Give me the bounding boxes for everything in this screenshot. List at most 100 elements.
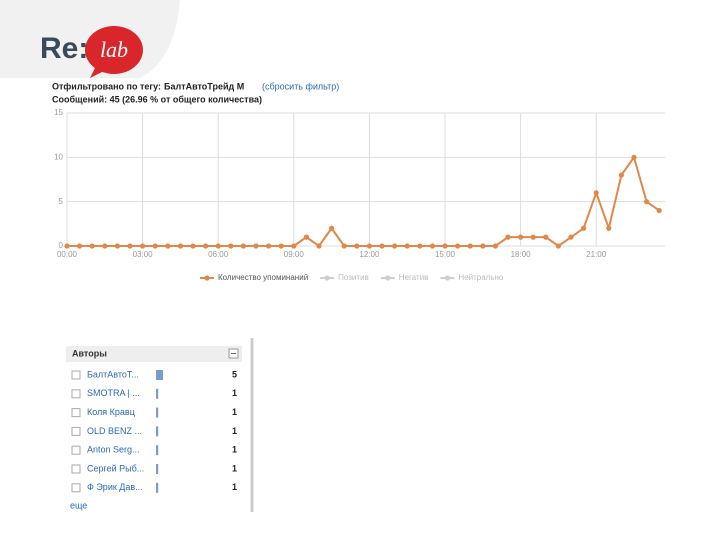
data-point [316, 243, 322, 249]
author-count: 1 [232, 426, 237, 436]
authors-title: Авторы [72, 348, 107, 358]
row-checkbox[interactable] [71, 389, 81, 399]
logo-bubble [85, 26, 143, 74]
data-point [114, 243, 120, 249]
data-point [278, 243, 284, 249]
data-point [505, 234, 511, 240]
author-count: 1 [232, 445, 237, 455]
legend-marker [324, 275, 330, 281]
author-name[interactable]: OLD BENZ ... [87, 426, 142, 436]
row-checkbox[interactable] [71, 445, 81, 455]
x-tick-label: 18:00 [511, 250, 532, 259]
author-count: 5 [232, 369, 237, 379]
legend-label[interactable]: Количество упоминаний [218, 273, 308, 282]
data-point [442, 243, 448, 249]
data-point [240, 243, 246, 249]
author-count: 1 [232, 482, 237, 492]
y-tick-label: 15 [54, 108, 63, 117]
legend-marker [204, 275, 210, 281]
y-tick-label: 0 [59, 241, 64, 250]
x-tick-label: 09:00 [284, 250, 305, 259]
data-point [568, 234, 574, 240]
row-checkbox[interactable] [71, 370, 81, 380]
data-point [228, 243, 234, 249]
data-point [606, 225, 612, 231]
author-name[interactable]: Anton Serg... [87, 445, 140, 455]
data-point [467, 243, 473, 249]
author-bar [156, 426, 159, 437]
row-checkbox[interactable] [71, 483, 81, 493]
author-count: 1 [232, 388, 237, 398]
data-point [392, 243, 398, 249]
data-point [417, 243, 423, 249]
authors-header [66, 346, 242, 362]
author-bar [156, 464, 159, 474]
author-bar [156, 388, 159, 399]
data-point [618, 172, 625, 178]
data-point [379, 243, 385, 249]
filter-label: Отфильтровано по тегу: [52, 81, 161, 91]
author-name[interactable]: Коля Кравц [87, 407, 135, 417]
data-point [64, 243, 70, 249]
data-point [404, 243, 410, 249]
logo-text: lab [100, 37, 128, 62]
data-point [366, 243, 372, 249]
data-point [543, 234, 549, 240]
author-count: 1 [232, 463, 237, 473]
data-point [165, 243, 171, 249]
data-point [429, 243, 435, 249]
authors-panel [65, 340, 243, 512]
row-checkbox[interactable] [71, 426, 81, 436]
data-point [555, 243, 562, 249]
x-tick-label: 06:00 [208, 250, 229, 259]
y-tick-label: 10 [54, 152, 63, 161]
data-point [77, 243, 83, 249]
data-point [455, 243, 461, 249]
messages-count: Сообщений: 45 (26.96 % от общего количес… [52, 94, 262, 104]
filter-tag: БалтАвтоТрейд М [164, 81, 244, 91]
author-bar [156, 407, 159, 418]
data-point [177, 243, 183, 249]
legend-label[interactable]: Позитив [338, 273, 369, 282]
author-bar [156, 445, 159, 456]
data-point [530, 234, 536, 240]
data-point [518, 234, 524, 240]
reset-filter[interactable]: (сбросить фильтр) [262, 81, 339, 91]
authors-list: БалтАвтоТ... 5 SMOTRA | ... 1 Коля Кравц 1 OLD… [71, 369, 237, 493]
x-tick-label: 15:00 [435, 250, 456, 259]
data-point [492, 243, 498, 249]
data-point [102, 243, 108, 249]
data-point [140, 243, 146, 249]
chart: 0 5 10 15 00:00 03:00 06:00 09:00 12:00 15:00 18:0… [54, 108, 666, 282]
data-point [329, 225, 335, 231]
data-point [644, 199, 650, 205]
author-name[interactable]: SMOTRA | ... [87, 388, 140, 398]
data-point [341, 243, 347, 249]
author-name[interactable]: БалтАвтоТ... [87, 369, 139, 379]
data-point [152, 243, 158, 249]
x-tick-label: 03:00 [133, 250, 154, 259]
data-point [354, 243, 360, 249]
row-checkbox[interactable] [71, 408, 81, 418]
author-count: 1 [232, 407, 237, 417]
x-tick-label: 21:00 [586, 250, 607, 259]
author-name[interactable]: Сергей Рыб... [87, 463, 144, 473]
y-tick-label: 5 [59, 197, 64, 206]
x-tick-label: 00:00 [57, 250, 78, 259]
data-point [253, 243, 259, 249]
data-point [190, 243, 196, 249]
legend-marker [385, 275, 391, 281]
legend-marker [444, 275, 451, 281]
data-point [303, 234, 309, 240]
data-point [215, 243, 221, 249]
row-checkbox[interactable] [71, 464, 81, 474]
logo-tail [90, 66, 106, 78]
more-link[interactable]: еще [70, 500, 87, 510]
author-bar [156, 370, 163, 380]
legend-label[interactable]: Негатив [399, 273, 429, 282]
author-name[interactable]: Ф Эрик Дав... [87, 482, 143, 492]
legend-label[interactable]: Нейтрально [458, 273, 504, 282]
author-bar [156, 482, 159, 493]
data-point [480, 243, 486, 249]
